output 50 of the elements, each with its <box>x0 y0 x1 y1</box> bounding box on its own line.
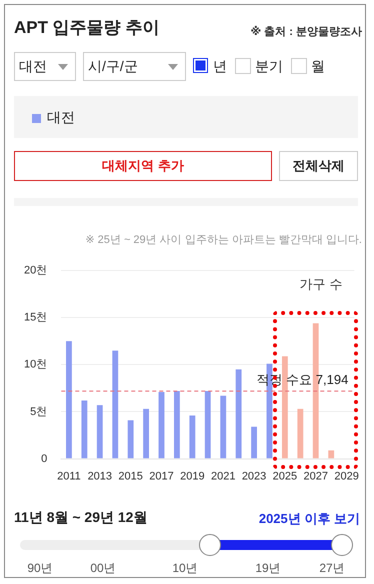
text: 11년 8월 ~ 29년 12월 <box>14 509 148 527</box>
bar <box>297 408 304 458</box>
x-tick-label: 2011 <box>57 470 81 482</box>
bar <box>204 391 211 458</box>
text: 대전 <box>19 58 47 76</box>
text: 대체지역 추가 <box>14 151 272 181</box>
bar <box>174 391 180 458</box>
y-tick-label: 15천 <box>24 312 48 324</box>
bar <box>251 426 257 458</box>
x-tick-label: 2015 <box>118 470 143 482</box>
x-tick-label: 2027 <box>304 470 328 482</box>
x-tick-label: 2017 <box>149 470 174 482</box>
y-tick-label: 5천 <box>30 406 48 418</box>
x-tick-label: 2013 <box>88 470 112 482</box>
text: 90년 <box>26 560 54 577</box>
text: 년 <box>213 58 227 76</box>
text: 27년 <box>318 560 346 577</box>
text: 분기 <box>255 58 283 76</box>
bar <box>112 350 118 458</box>
y-tick-label: 20천 <box>24 264 48 277</box>
chart-title: APT 입주물량 추이 <box>14 17 160 39</box>
text: ※ 25년 ~ 29년 사이 입주하는 아파트는 빨간막대 입니다. <box>85 233 362 247</box>
bar <box>66 341 72 458</box>
x-tick-label: 2023 <box>242 470 266 482</box>
text: 전체삭제 <box>279 151 358 181</box>
text: 월 <box>311 58 325 76</box>
y-tick-label: 10천 <box>24 358 48 371</box>
text: 2025년 이후 보기 <box>258 510 360 528</box>
bar <box>81 400 88 458</box>
bar <box>236 369 242 458</box>
text: 19년 <box>254 560 282 577</box>
bar <box>96 405 103 458</box>
bar <box>189 416 196 458</box>
bar <box>143 408 150 458</box>
y-axis-title: 가구 수 <box>300 276 342 292</box>
x-tick-label: 2029 <box>334 470 359 482</box>
text: 10년 <box>171 560 199 577</box>
text: 시/구/군 <box>88 58 138 76</box>
legend-label: 대전 <box>46 109 75 127</box>
x-tick-label: 2021 <box>210 470 236 482</box>
bar <box>158 392 164 458</box>
text: ※ 출처 : 분양물량조사 <box>250 24 362 39</box>
x-tick-label: 2025 <box>272 470 298 482</box>
bar <box>328 450 334 458</box>
text: 00년 <box>89 560 117 577</box>
bar <box>128 420 134 458</box>
x-tick-label: 2019 <box>180 470 205 482</box>
bar <box>220 396 226 458</box>
bar <box>282 356 288 458</box>
y-tick-label: 0 <box>41 452 48 465</box>
